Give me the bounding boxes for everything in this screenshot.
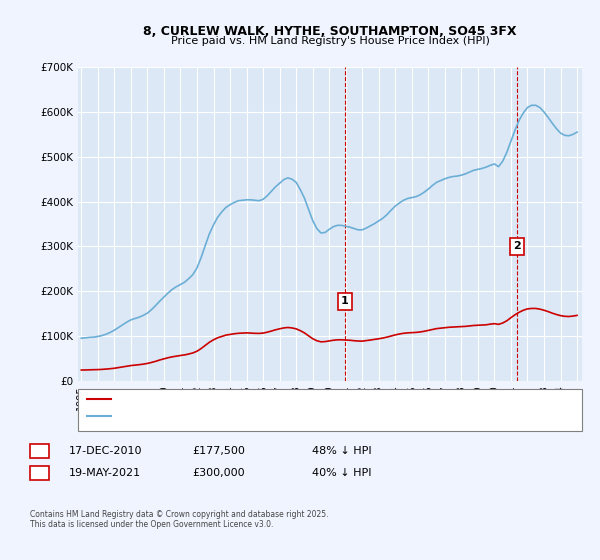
Text: Price paid vs. HM Land Registry's House Price Index (HPI): Price paid vs. HM Land Registry's House … <box>170 36 490 46</box>
Text: 2: 2 <box>514 241 521 251</box>
Text: 17-DEC-2010: 17-DEC-2010 <box>69 446 143 456</box>
Text: 19-MAY-2021: 19-MAY-2021 <box>69 468 141 478</box>
Text: £300,000: £300,000 <box>192 468 245 478</box>
Text: 1: 1 <box>36 446 43 456</box>
Text: 40% ↓ HPI: 40% ↓ HPI <box>312 468 371 478</box>
Text: HPI: Average price, detached house, New Forest: HPI: Average price, detached house, New … <box>115 412 333 421</box>
Text: 1: 1 <box>341 296 349 306</box>
Text: £177,500: £177,500 <box>192 446 245 456</box>
Text: 2: 2 <box>36 468 43 478</box>
Text: 8, CURLEW WALK, HYTHE, SOUTHAMPTON, SO45 3FX: 8, CURLEW WALK, HYTHE, SOUTHAMPTON, SO45… <box>143 25 517 38</box>
Text: 8, CURLEW WALK, HYTHE, SOUTHAMPTON, SO45 3FX (detached house): 8, CURLEW WALK, HYTHE, SOUTHAMPTON, SO45… <box>115 395 436 404</box>
Text: 48% ↓ HPI: 48% ↓ HPI <box>312 446 371 456</box>
Text: Contains HM Land Registry data © Crown copyright and database right 2025.
This d: Contains HM Land Registry data © Crown c… <box>30 510 329 529</box>
